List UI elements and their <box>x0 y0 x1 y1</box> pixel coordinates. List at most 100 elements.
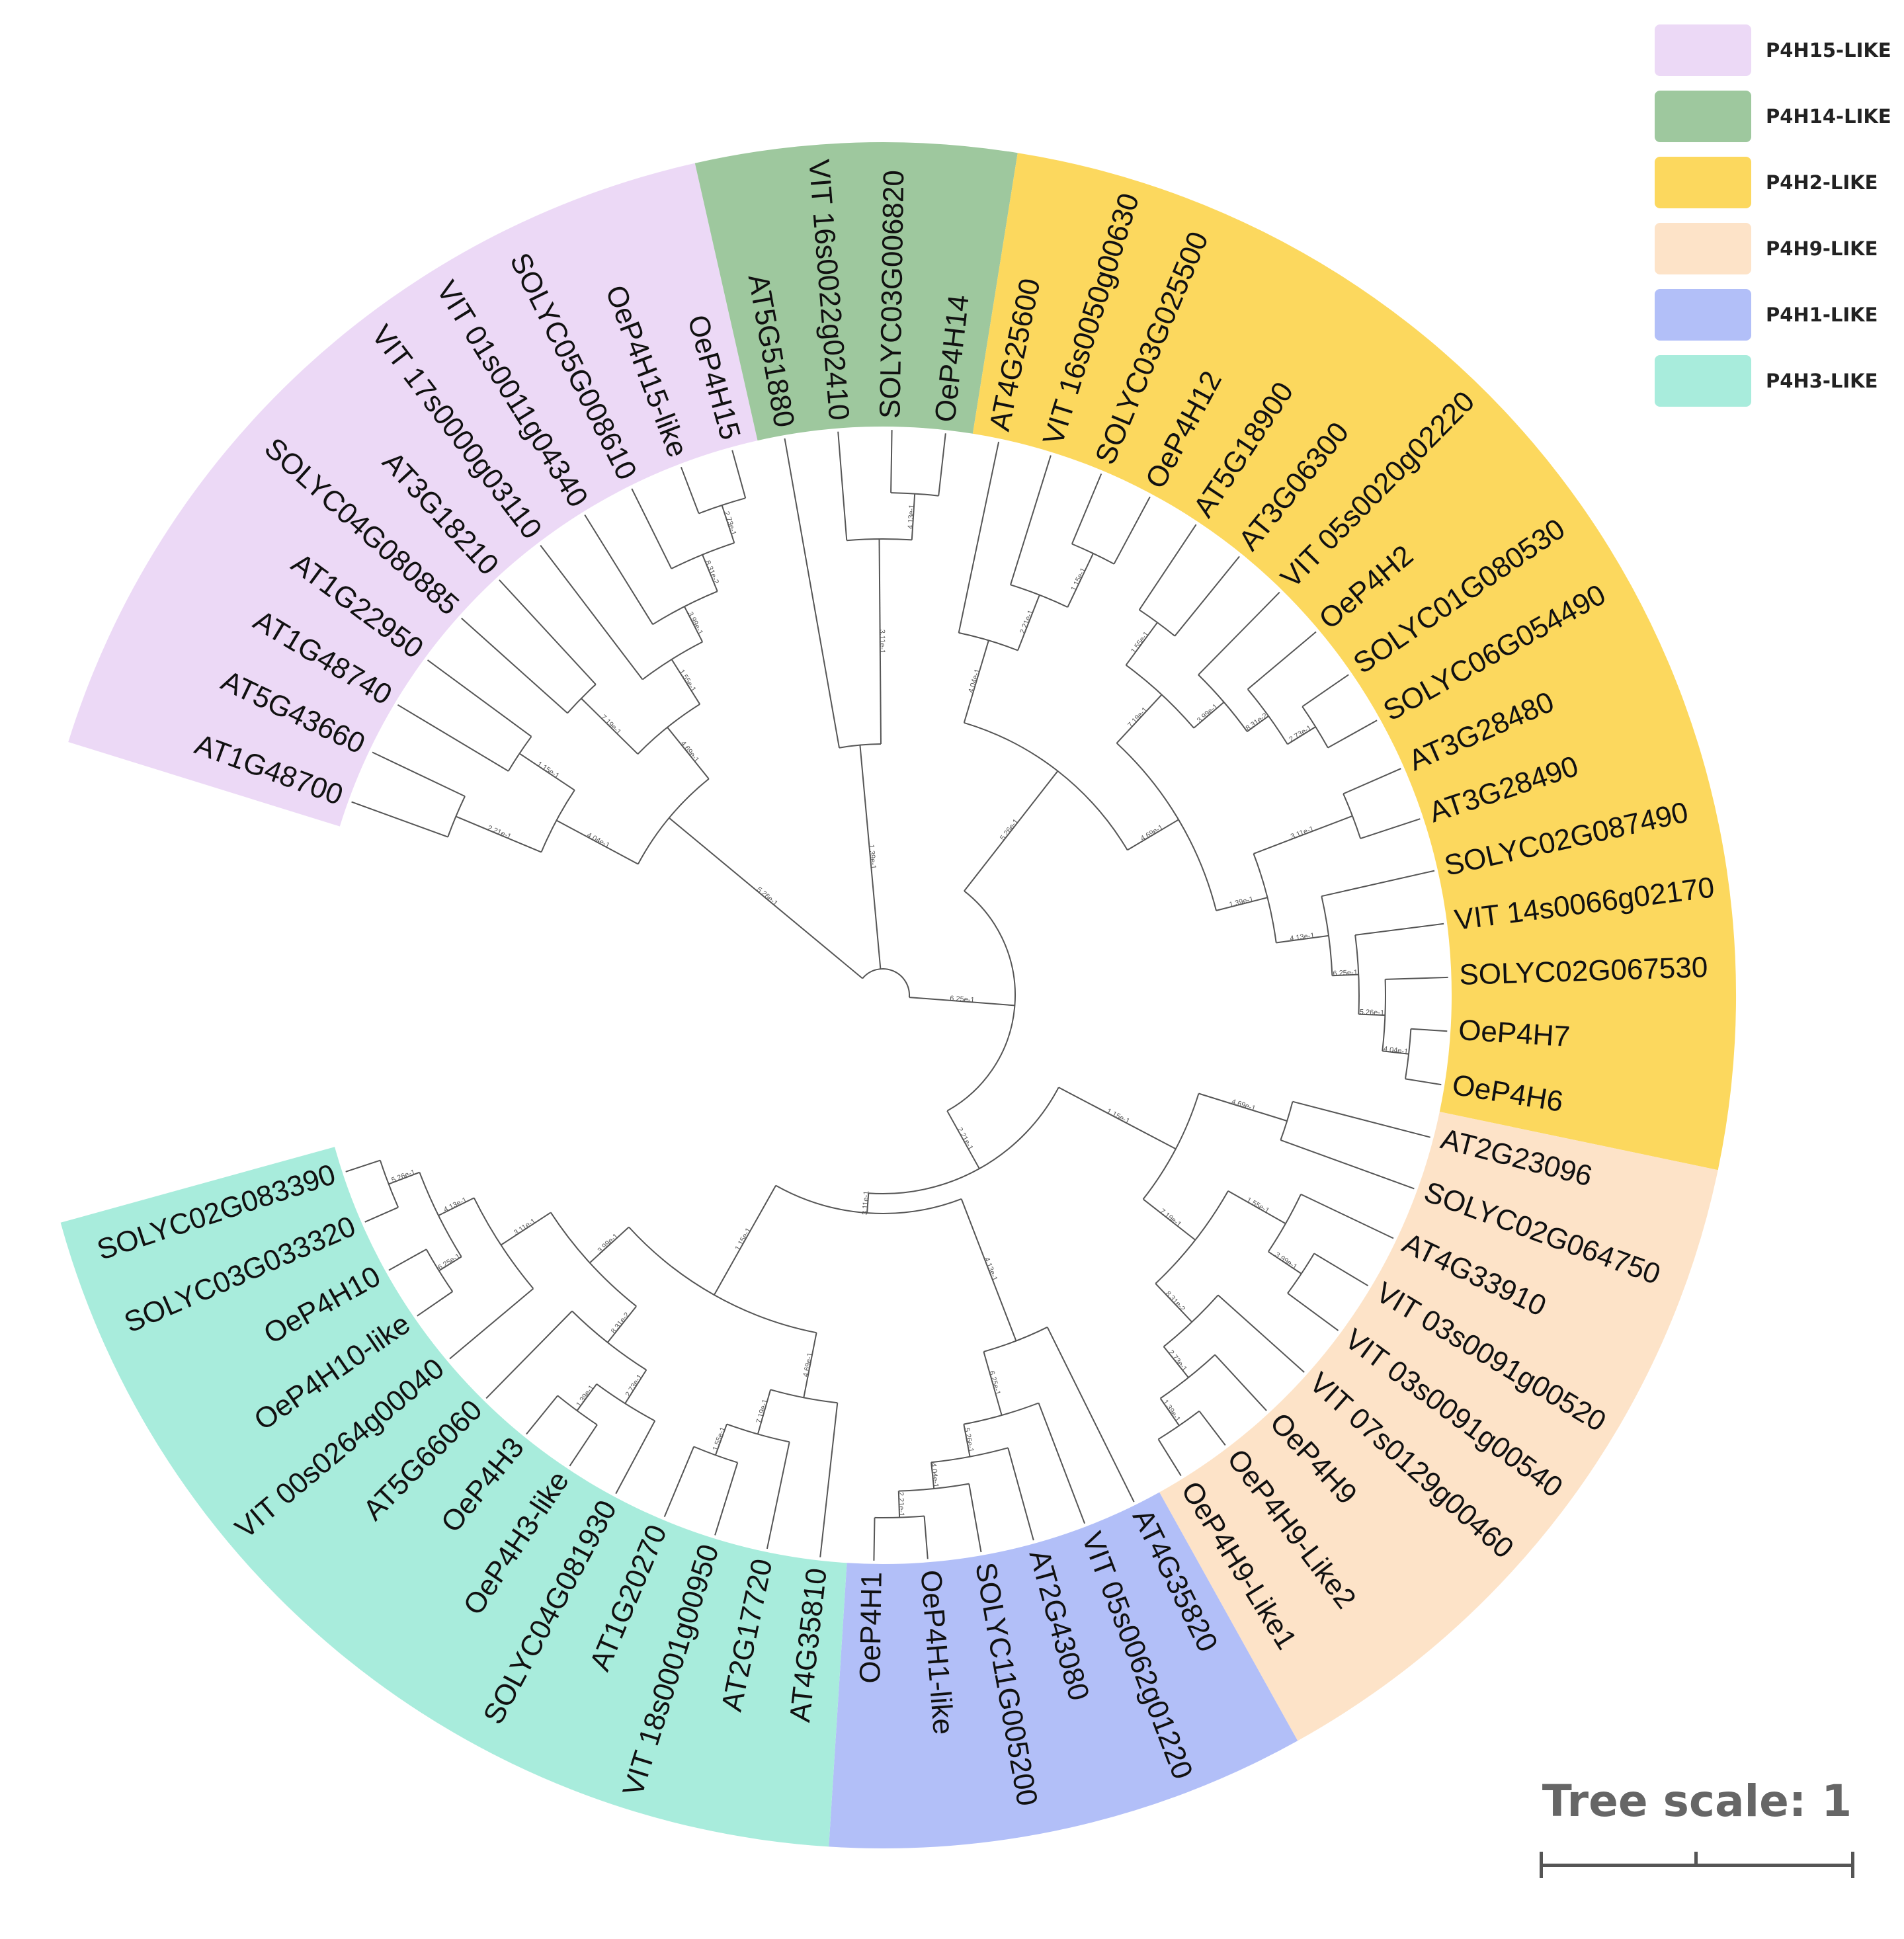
branch-line <box>1276 934 1329 944</box>
branch-arc <box>550 1212 637 1307</box>
branch-line <box>1163 1346 1189 1378</box>
branch-arc <box>1142 1093 1200 1200</box>
branch-arc <box>447 796 466 837</box>
branch-value: 3.99e-1 <box>1196 702 1220 724</box>
branch-arc <box>473 1197 534 1290</box>
tree-branches <box>345 430 1448 1561</box>
branch-value: 4.04e-1 <box>585 831 611 850</box>
branch-line <box>663 1446 695 1517</box>
branch-line <box>1198 591 1280 676</box>
branch-arc <box>891 492 939 497</box>
scale-tick <box>1694 1852 1698 1866</box>
branch-line <box>1155 1283 1193 1323</box>
branch-line <box>1174 556 1240 637</box>
branch-value: 1.15e-1 <box>1070 567 1088 593</box>
legend-item-p4h14: P4H14-LIKE <box>1655 90 1893 143</box>
branch-line <box>766 1442 790 1549</box>
leaf-label: SOLYC02G067530 <box>1459 951 1708 991</box>
branch-line <box>556 819 639 865</box>
clade-sector <box>60 1147 847 1847</box>
legend-item-p4h15: P4H15-LIKE <box>1655 24 1893 77</box>
branch-arc <box>671 542 735 569</box>
branch-arc <box>1382 979 1386 1052</box>
branch-value: 6.25e-1 <box>950 995 975 1005</box>
branch-arc <box>1321 895 1333 976</box>
branch-line <box>702 554 718 592</box>
branch-line <box>1038 1403 1086 1524</box>
branch-line <box>351 801 448 838</box>
branch-arc <box>637 778 710 865</box>
branch-arc <box>874 1515 925 1518</box>
branch-line <box>438 1197 475 1216</box>
branch-value: 4.04e-1 <box>929 1463 940 1488</box>
branch-arc <box>1116 742 1217 911</box>
branch-line <box>1058 1087 1177 1150</box>
clade-sector <box>829 1492 1298 1849</box>
branch-value: 1.55e-1 <box>677 668 697 693</box>
legend-item-p4h9: P4H9-LIKE <box>1655 222 1893 275</box>
branch-arc <box>868 1087 1059 1194</box>
branch-line <box>569 1424 598 1467</box>
branch-line <box>960 1198 1017 1341</box>
branch-line <box>1268 1251 1302 1274</box>
branch-arc <box>1198 674 1248 732</box>
branch-line <box>584 514 653 625</box>
branch-value: 2.21e-1 <box>956 1126 975 1151</box>
branch-line <box>499 579 597 685</box>
branch-value: 5.26e-1 <box>390 1169 416 1185</box>
branch-value: 3.11e-1 <box>513 1217 537 1237</box>
branch-arc <box>1160 1354 1216 1399</box>
branch-value: 2.73e-1 <box>1167 1348 1188 1373</box>
branch-line <box>526 1395 558 1435</box>
branch-line <box>1287 726 1316 745</box>
branch-arc <box>642 641 703 681</box>
branch-line <box>958 441 1000 634</box>
branch-line <box>1355 923 1444 936</box>
branch-value: 8.31e-2 <box>704 559 720 585</box>
branch-value: 7.19e-1 <box>755 1398 770 1424</box>
branch-line <box>1046 1327 1135 1503</box>
branch-line <box>438 1256 462 1272</box>
branch-arc <box>1354 934 1360 1014</box>
branch-value: 1.15e-1 <box>1105 1107 1131 1126</box>
branch-value: 7.19e-1 <box>599 714 622 737</box>
branch-line <box>427 659 532 737</box>
branch-value: 1.39e-1 <box>1161 1399 1182 1424</box>
branch-value: 1.39e-1 <box>1228 895 1254 909</box>
branch-value: 3.11e-1 <box>861 1190 871 1215</box>
legend-label: P4H3-LIKE <box>1766 370 1878 392</box>
legend-item-p4h2: P4H2-LIKE <box>1655 156 1893 209</box>
branch-arc <box>540 790 575 852</box>
branch-arc <box>726 1423 790 1443</box>
branch-line <box>1358 1013 1386 1016</box>
branch-line <box>1405 1078 1442 1086</box>
branch-line <box>968 1483 982 1553</box>
branch-value: 1.39e-1 <box>867 845 877 870</box>
branch-value: 4.04e-1 <box>967 668 981 694</box>
branch-line <box>964 770 1059 891</box>
branch-arc <box>1126 664 1194 729</box>
branch-line <box>1300 1193 1394 1239</box>
branch-value: 8.31e-2 <box>1245 712 1269 733</box>
branch-value: 3.11e-1 <box>1290 825 1315 841</box>
branch-arc <box>1247 688 1288 745</box>
branch-arc <box>652 591 718 626</box>
branch-line <box>615 1421 656 1495</box>
branch-arc <box>1163 1294 1219 1347</box>
branch-line <box>671 659 701 705</box>
leaf-label: OeP4H7 <box>1458 1014 1571 1053</box>
branch-value: 8.31e-2 <box>610 1311 632 1335</box>
branch-line <box>485 1310 573 1399</box>
branch-line <box>714 1185 776 1296</box>
branch-line <box>417 1291 453 1317</box>
branch-arc <box>419 1172 462 1257</box>
branch-line <box>684 606 704 643</box>
branch-value: 3.11e-1 <box>878 630 886 654</box>
branch-value: 4.13e-1 <box>907 504 916 529</box>
branch-line <box>1280 1139 1415 1190</box>
legend-swatch <box>1655 355 1751 407</box>
branch-line <box>1382 1050 1409 1055</box>
branch-line <box>449 1288 534 1360</box>
branch-value: 5.26e-1 <box>999 817 1020 842</box>
branch-value: 1.15e-1 <box>734 1227 753 1252</box>
